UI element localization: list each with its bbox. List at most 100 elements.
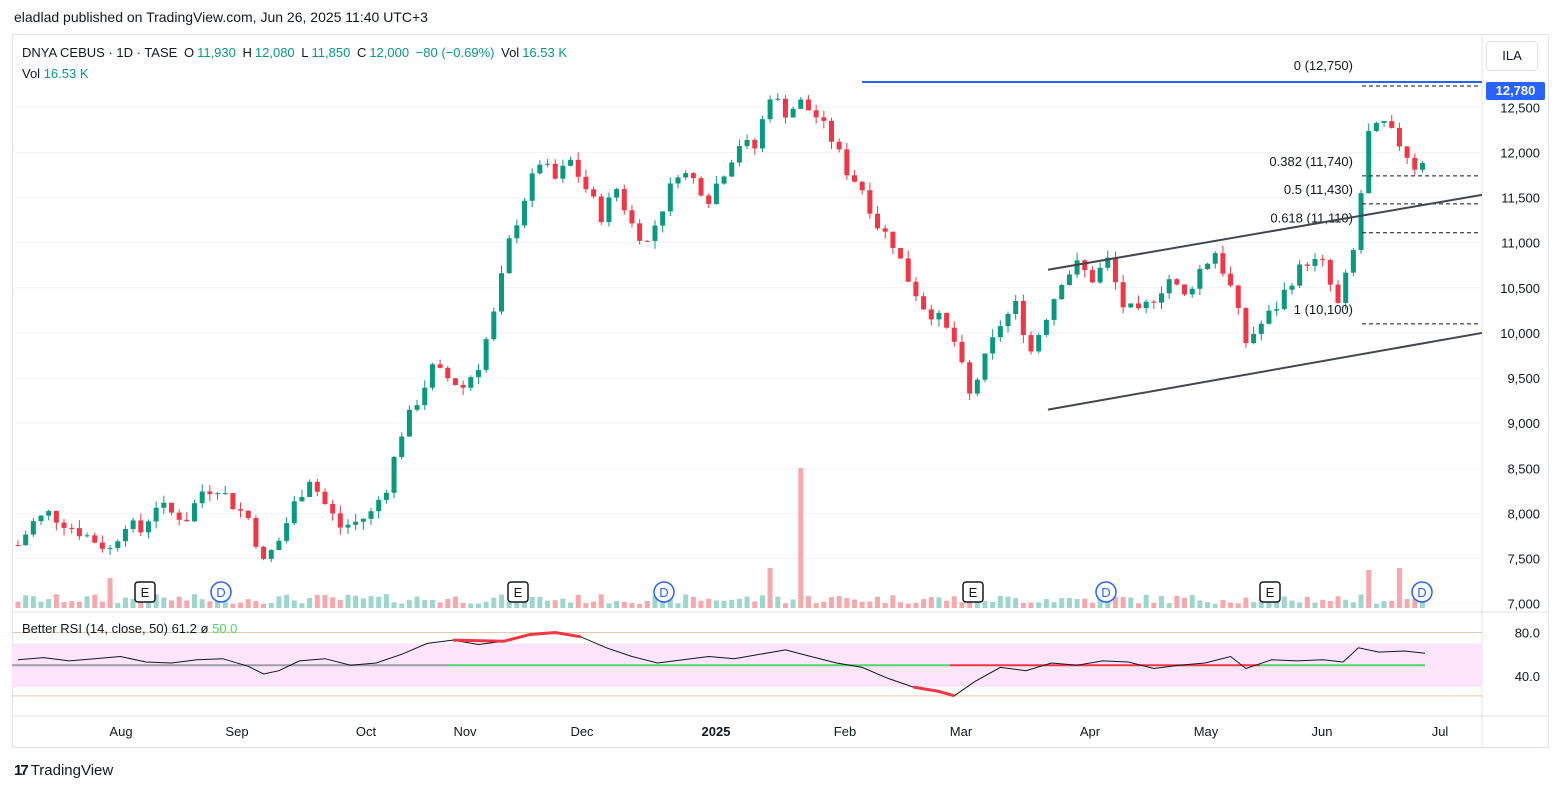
currency-button[interactable]: ILA (1486, 41, 1538, 71)
volume-bar (192, 594, 198, 608)
volume-bar (690, 596, 696, 608)
close-value: 12,000 (369, 45, 410, 60)
candle-body (215, 493, 221, 495)
close-label: C (356, 45, 367, 60)
candle-body (69, 527, 75, 529)
candle-body (967, 362, 973, 394)
candle-body (460, 385, 466, 388)
candle-body (498, 273, 504, 312)
x-tick-label: Sep (225, 724, 248, 739)
candle-body (1097, 267, 1103, 283)
volume-bar (115, 603, 121, 608)
candle-body (637, 223, 643, 241)
candle-body (1350, 249, 1356, 273)
candle-body (1112, 257, 1118, 283)
candle-body (1143, 301, 1149, 308)
volume-bar (1151, 602, 1157, 608)
candle-body (483, 339, 489, 370)
candle-body (153, 507, 159, 522)
event-marker-label: D (216, 585, 225, 600)
volume-bar (752, 601, 758, 608)
volume-bar (1028, 602, 1034, 608)
y-tick-label: 9,000 (1507, 416, 1540, 431)
volume-bar (1312, 602, 1318, 608)
volume-bar (46, 599, 52, 608)
volume-bar (199, 599, 205, 608)
high-label: H (242, 45, 252, 60)
volume-bar (468, 603, 474, 608)
candle-body (1312, 259, 1318, 266)
candle-body (345, 524, 351, 528)
rsi-name: Better RSI (14, close, 50) (22, 621, 168, 636)
volume-bar (1366, 570, 1372, 608)
symbol-label[interactable]: DNYA CEBUS · 1D · TASE (22, 45, 178, 60)
candle-body (1082, 260, 1088, 271)
volume-bar (621, 601, 627, 608)
volume-bar (391, 602, 397, 608)
volume-bar (652, 595, 658, 608)
candle-body (383, 492, 389, 500)
candle-body (1404, 146, 1410, 158)
candle-body (130, 520, 136, 529)
candle-body (1005, 313, 1011, 327)
low-label: L (301, 45, 309, 60)
candle-body (53, 510, 59, 523)
x-tick-label: Nov (453, 724, 477, 739)
volume-bar (122, 597, 128, 608)
candle-body (1274, 309, 1280, 311)
candle-body (552, 163, 558, 179)
candle-body (598, 196, 604, 223)
y-tick-label: 12,000 (1500, 145, 1540, 160)
candle-body (437, 364, 443, 368)
candle-body (782, 98, 788, 118)
volume-bar (1159, 595, 1165, 608)
candle-body (107, 548, 113, 550)
candle-body (452, 378, 458, 386)
x-tick-label: May (1194, 724, 1219, 739)
candle-body (1074, 260, 1080, 275)
rsi-tick-label: 80.0 (1515, 625, 1540, 640)
volume-bar (1120, 596, 1126, 608)
candle-body (399, 436, 405, 457)
candle-body (982, 353, 988, 380)
candle-body (422, 387, 428, 406)
volume-bar (291, 600, 297, 608)
volume-bar (1251, 602, 1257, 608)
candle-body (406, 409, 412, 437)
candle-body (706, 195, 712, 204)
volume-bar (506, 601, 512, 608)
channel-lower (1047, 331, 1483, 411)
volume-bar (629, 603, 635, 608)
volume-bar (759, 595, 765, 608)
fib-level-label: 0.382 (11,740) (1269, 154, 1353, 169)
logo-text: TradingView (30, 762, 114, 779)
candle-body (928, 309, 934, 320)
volume-bar (184, 600, 190, 608)
candle-body (506, 238, 512, 274)
volume-bar (1020, 602, 1026, 608)
volume-bar (445, 598, 451, 608)
volume-bar (1036, 602, 1042, 608)
candle-body (890, 231, 896, 248)
fib-level-label: 0 (12,750) (1294, 58, 1353, 73)
candle-body (491, 311, 497, 340)
candle-body (253, 518, 259, 547)
y-tick-label: 12,500 (1500, 100, 1540, 115)
volume-bar (176, 596, 182, 608)
candle-body (1174, 279, 1180, 285)
change-value: −80 (−0.69%) (415, 45, 495, 60)
volume-bar (813, 603, 819, 608)
candle-body (936, 312, 942, 320)
tradingview-logo[interactable]: 17 TradingView (14, 762, 113, 779)
y-tick-label: 11,000 (1501, 236, 1540, 251)
volume-bar (537, 596, 543, 608)
dividend-marker (210, 581, 232, 603)
candle-body (92, 535, 98, 543)
volume-bar (1327, 601, 1333, 608)
volume-bar (1066, 597, 1072, 608)
candle-body (690, 173, 696, 179)
volume-bar (898, 602, 904, 608)
volume-bar (1005, 596, 1011, 608)
candle-body (1128, 303, 1134, 308)
